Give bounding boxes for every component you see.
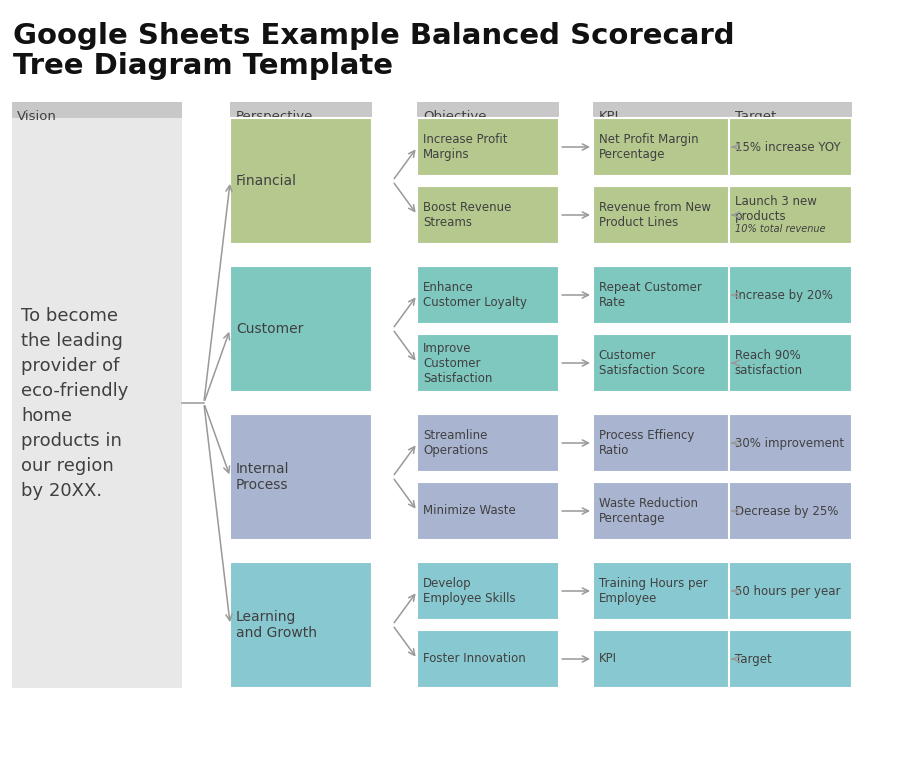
Text: Minimize Waste: Minimize Waste	[423, 504, 515, 517]
Bar	[230, 102, 372, 130]
Text: Vision: Vision	[17, 110, 57, 123]
Bar	[418, 118, 559, 176]
Text: Perspective: Perspective	[236, 110, 313, 123]
Bar	[418, 186, 559, 244]
Bar	[418, 102, 559, 130]
Bar	[418, 334, 559, 392]
Text: 10% total revenue: 10% total revenue	[735, 224, 825, 234]
Bar	[729, 102, 852, 130]
Bar	[418, 630, 559, 688]
Text: Google Sheets Example Balanced Scorecard: Google Sheets Example Balanced Scorecard	[13, 22, 735, 50]
Bar	[230, 562, 372, 688]
Bar	[593, 562, 735, 620]
Bar	[418, 562, 559, 620]
Text: Customer: Customer	[236, 322, 304, 336]
Text: Launch 3 new
products: Launch 3 new products	[735, 195, 816, 223]
Text: 30% improvement: 30% improvement	[735, 437, 844, 450]
Text: Decrease by 25%: Decrease by 25%	[735, 504, 838, 517]
Bar	[593, 334, 735, 392]
Text: Training Hours per
Employee: Training Hours per Employee	[599, 577, 708, 605]
Bar	[418, 414, 559, 472]
Text: Waste Reduction
Percentage: Waste Reduction Percentage	[599, 497, 698, 525]
Text: 15% increase YOY: 15% increase YOY	[735, 140, 841, 153]
Text: Customer
Satisfaction Score: Customer Satisfaction Score	[599, 349, 705, 377]
Bar	[593, 482, 735, 540]
Text: Target: Target	[735, 652, 771, 665]
Bar	[418, 266, 559, 324]
Text: Foster Innovation: Foster Innovation	[423, 652, 526, 665]
Bar	[12, 102, 182, 130]
Text: Target: Target	[735, 110, 776, 123]
Bar	[418, 482, 559, 540]
Text: Process Effiency
Ratio: Process Effiency Ratio	[599, 429, 694, 457]
Bar	[729, 414, 852, 472]
Bar	[12, 118, 182, 688]
Bar	[593, 118, 735, 176]
Text: Internal
Process: Internal Process	[236, 462, 289, 492]
Text: KPI: KPI	[599, 110, 619, 123]
Text: Enhance
Customer Loyalty: Enhance Customer Loyalty	[423, 281, 527, 309]
Bar	[729, 562, 852, 620]
Text: Streamline
Operations: Streamline Operations	[423, 429, 489, 457]
Text: Develop
Employee Skills: Develop Employee Skills	[423, 577, 515, 605]
Bar	[729, 266, 852, 324]
Bar	[230, 118, 372, 244]
Text: KPI: KPI	[599, 652, 617, 665]
Bar	[729, 630, 852, 688]
Text: 50 hours per year: 50 hours per year	[735, 584, 841, 597]
Text: Net Profit Margin
Percentage: Net Profit Margin Percentage	[599, 133, 699, 161]
Bar	[230, 266, 372, 392]
Bar	[230, 414, 372, 540]
Text: Objective: Objective	[423, 110, 487, 123]
Bar	[593, 102, 735, 130]
Text: Improve
Customer
Satisfaction: Improve Customer Satisfaction	[423, 341, 492, 385]
Text: Repeat Customer
Rate: Repeat Customer Rate	[599, 281, 701, 309]
Text: Financial: Financial	[236, 174, 297, 188]
Bar	[729, 118, 852, 176]
Bar	[593, 266, 735, 324]
Text: Increase by 20%: Increase by 20%	[735, 289, 832, 302]
Text: Tree Diagram Template: Tree Diagram Template	[13, 52, 393, 80]
Bar	[729, 482, 852, 540]
Text: Learning
and Growth: Learning and Growth	[236, 610, 317, 640]
Bar	[729, 334, 852, 392]
Bar	[593, 414, 735, 472]
Bar	[593, 630, 735, 688]
Text: Increase Profit
Margins: Increase Profit Margins	[423, 133, 507, 161]
Bar	[729, 186, 852, 244]
Bar	[593, 186, 735, 244]
Text: Reach 90%
satisfaction: Reach 90% satisfaction	[735, 349, 803, 377]
Text: Boost Revenue
Streams: Boost Revenue Streams	[423, 201, 512, 229]
Text: Revenue from New
Product Lines: Revenue from New Product Lines	[599, 201, 710, 229]
Text: To become
the leading
provider of
eco-friendly
home
products in
our region
by 20: To become the leading provider of eco-fr…	[22, 306, 128, 500]
